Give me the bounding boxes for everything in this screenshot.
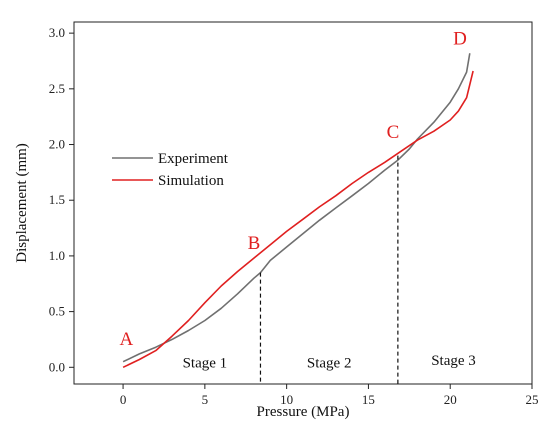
y-tick-label: 3.0 bbox=[49, 25, 65, 40]
plot-border bbox=[73, 21, 533, 385]
point-label-b: B bbox=[248, 233, 261, 254]
point-label-c: C bbox=[387, 122, 400, 143]
x-tick-label: 20 bbox=[444, 392, 457, 407]
series-line-simulation bbox=[122, 70, 474, 369]
x-tick-label: 25 bbox=[526, 392, 539, 407]
y-tick-label: 0.5 bbox=[49, 304, 65, 319]
x-tick-label: 15 bbox=[362, 392, 375, 407]
x-tick-label: 5 bbox=[202, 392, 209, 407]
y-axis: 0.0 0.5 1.0 1.5 2.0 2.5 3.0 bbox=[49, 25, 74, 374]
legend: Experiment Simulation bbox=[112, 151, 229, 189]
x-axis: 0 5 10 15 20 25 bbox=[120, 384, 539, 407]
series-layer bbox=[122, 53, 474, 369]
y-tick-label: 0.0 bbox=[49, 359, 65, 374]
y-tick-label: 1.0 bbox=[49, 248, 65, 263]
y-tick-label: 2.0 bbox=[49, 137, 65, 152]
legend-label: Experiment bbox=[158, 151, 229, 167]
stage-label: Stage 1 bbox=[183, 355, 228, 371]
series-line-experiment bbox=[122, 53, 471, 363]
x-tick-label: 0 bbox=[120, 392, 127, 407]
y-tick-label: 2.5 bbox=[49, 81, 65, 96]
legend-label: Simulation bbox=[158, 173, 224, 189]
x-axis-title: Pressure (MPa) bbox=[257, 404, 350, 420]
stage-label: Stage 3 bbox=[431, 353, 476, 369]
x-tick-label: 10 bbox=[280, 392, 293, 407]
y-tick-label: 1.5 bbox=[49, 192, 65, 207]
annotations: Stage 1 Stage 2 Stage 3 A B C D bbox=[119, 28, 476, 384]
y-axis-title: Displacement (mm) bbox=[14, 143, 30, 263]
stage-label: Stage 2 bbox=[307, 355, 352, 371]
point-label-d: D bbox=[453, 28, 467, 49]
point-label-a: A bbox=[119, 329, 133, 350]
plot-frame bbox=[73, 21, 533, 385]
